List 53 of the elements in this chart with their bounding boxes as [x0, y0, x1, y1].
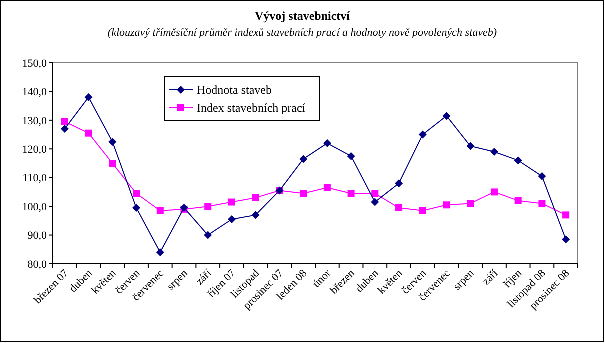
y-tick-label: 80,0 [28, 258, 48, 271]
point [132, 204, 141, 212]
legend-label: Index stavebních prací [197, 101, 306, 116]
point [395, 180, 404, 188]
x-tick-label: září [480, 268, 501, 288]
point [300, 155, 308, 164]
point [108, 138, 117, 146]
point [228, 215, 236, 224]
point [156, 207, 164, 214]
point [372, 190, 379, 198]
y-tick-label: 110,0 [22, 172, 48, 185]
point [60, 125, 69, 134]
point [324, 184, 331, 192]
point [538, 172, 546, 180]
point [133, 190, 140, 198]
y-tick-label: 140,0 [22, 86, 48, 99]
point [61, 118, 68, 126]
y-tick-label: 120,0 [22, 144, 48, 156]
point [467, 200, 474, 208]
point [156, 248, 164, 257]
point [442, 112, 451, 120]
point [204, 231, 212, 240]
point [348, 190, 355, 198]
point [300, 190, 308, 198]
point [396, 204, 403, 212]
point [109, 160, 116, 167]
point [228, 198, 236, 206]
point [514, 156, 522, 165]
legend-label: Hodnota staveb [197, 83, 272, 98]
point [490, 148, 498, 156]
point [347, 152, 356, 160]
point [85, 130, 92, 137]
point [323, 139, 332, 148]
point [443, 202, 450, 209]
point [466, 142, 475, 150]
chart-title: Vývoj stavebnictví [255, 9, 351, 23]
point [371, 198, 380, 206]
y-tick-label: 100,0 [22, 201, 48, 214]
point [419, 207, 426, 214]
y-tick-label: 150,0 [22, 58, 48, 70]
point [84, 93, 93, 102]
point [418, 130, 427, 139]
y-tick-label: 130,0 [22, 115, 48, 128]
point [490, 188, 498, 196]
point [252, 211, 260, 220]
chart-subtitle: (klouzavý tříměsíční průměr indexů stavebních prací a hodnoty nově povolených staveb) [108, 27, 498, 39]
y-tick-label: 90,0 [28, 230, 48, 242]
point [562, 212, 570, 219]
point [514, 197, 522, 204]
point [538, 200, 546, 208]
point [252, 194, 260, 202]
point [562, 236, 570, 244]
point [204, 203, 212, 210]
